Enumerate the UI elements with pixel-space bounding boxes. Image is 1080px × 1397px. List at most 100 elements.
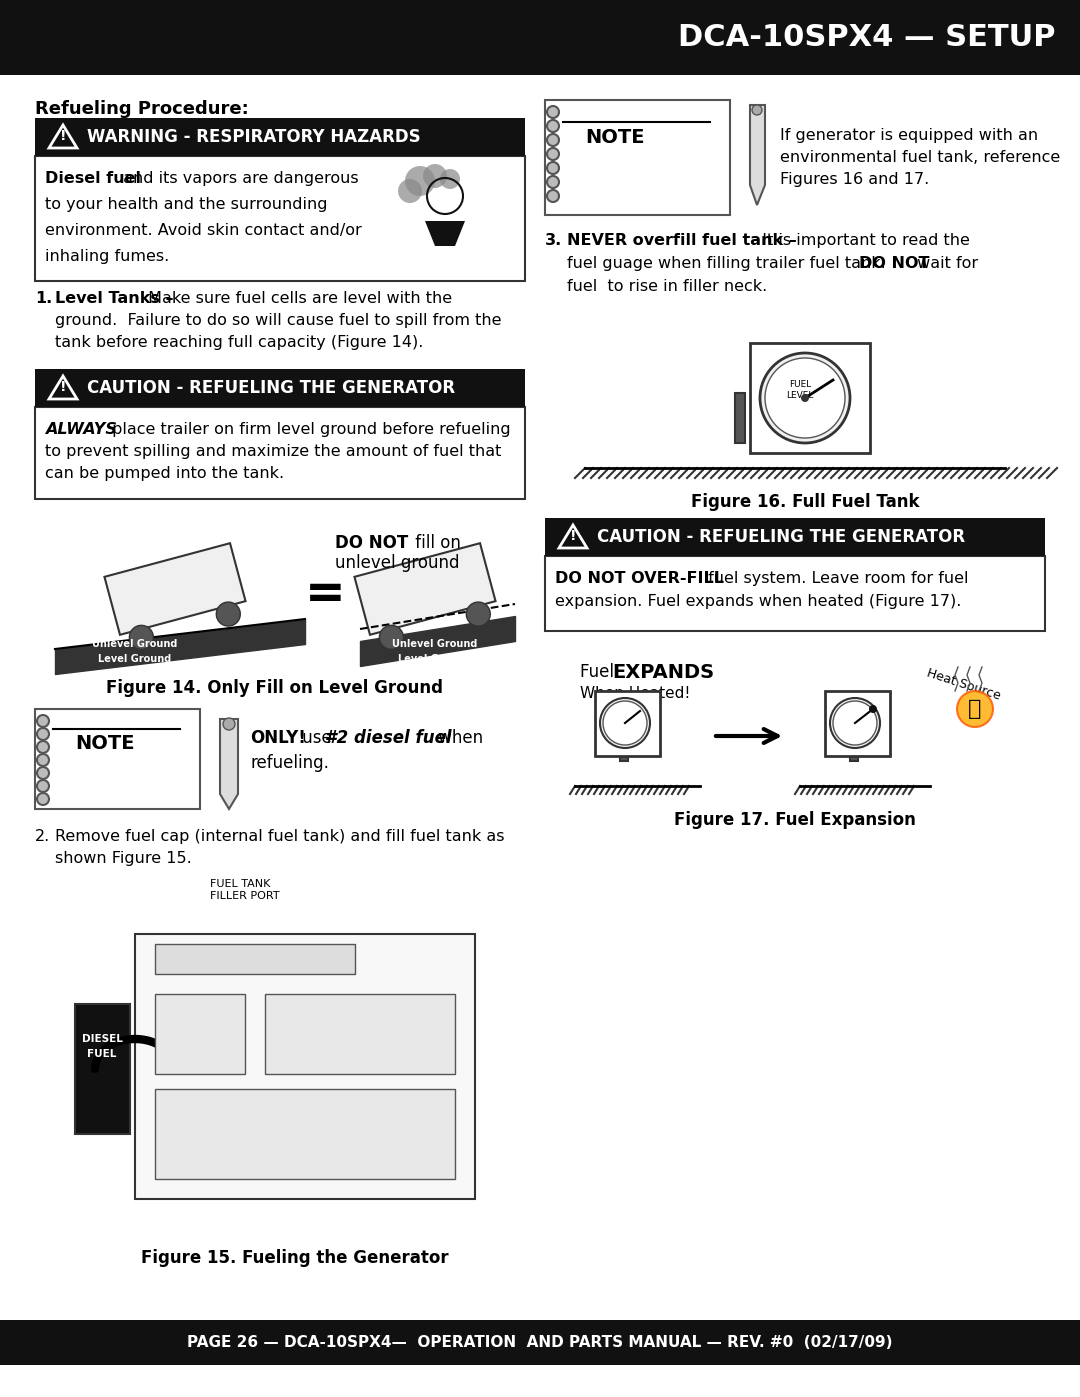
- Text: to your health and the surrounding: to your health and the surrounding: [45, 197, 327, 212]
- Circle shape: [37, 754, 49, 766]
- Text: expansion. Fuel expands when heated (Figure 17).: expansion. Fuel expands when heated (Fig…: [555, 594, 961, 609]
- Circle shape: [405, 166, 435, 196]
- Text: fill on: fill on: [410, 534, 461, 552]
- Text: Figures 16 and 17.: Figures 16 and 17.: [780, 172, 929, 187]
- Circle shape: [222, 718, 235, 731]
- Bar: [35, 156, 525, 281]
- Text: Figure 15. Fueling the Generator: Figure 15. Fueling the Generator: [141, 1249, 449, 1267]
- Text: inhaling fumes.: inhaling fumes.: [45, 249, 170, 264]
- Text: FUEL: FUEL: [87, 1049, 117, 1059]
- Bar: [156, 1090, 455, 1179]
- Circle shape: [765, 358, 845, 439]
- Text: can be pumped into the tank.: can be pumped into the tank.: [45, 467, 284, 481]
- Bar: [545, 101, 730, 215]
- Text: Level Ground: Level Ground: [98, 654, 172, 664]
- Circle shape: [467, 602, 490, 626]
- Circle shape: [801, 394, 809, 402]
- Text: NEVER overfill fuel tank –: NEVER overfill fuel tank –: [567, 233, 797, 249]
- Circle shape: [130, 626, 153, 650]
- Text: !: !: [59, 129, 66, 142]
- Circle shape: [957, 692, 993, 726]
- Text: Unlevel Ground: Unlevel Ground: [392, 638, 477, 650]
- Text: PAGE 26 — DCA-10SPX4—  OPERATION  AND PARTS MANUAL — REV. #0  (02/17/09): PAGE 26 — DCA-10SPX4— OPERATION AND PART…: [187, 1336, 893, 1350]
- Bar: [354, 543, 496, 634]
- Text: Refueling Procedure:: Refueling Procedure:: [35, 101, 248, 117]
- Circle shape: [399, 179, 422, 203]
- Text: WARNING - RESPIRATORY HAZARDS: WARNING - RESPIRATORY HAZARDS: [87, 129, 420, 147]
- Text: and its vapors are dangerous: and its vapors are dangerous: [118, 170, 359, 186]
- Text: Remove fuel cap (internal fuel tank) and fill fuel tank as: Remove fuel cap (internal fuel tank) and…: [55, 828, 504, 844]
- Text: CAUTION - REFUELING THE GENERATOR: CAUTION - REFUELING THE GENERATOR: [597, 528, 966, 546]
- Text: NOTE: NOTE: [585, 129, 645, 147]
- Circle shape: [37, 780, 49, 792]
- Text: When Heated!: When Heated!: [580, 686, 690, 701]
- Polygon shape: [49, 124, 77, 148]
- Bar: [35, 117, 525, 156]
- Bar: [620, 733, 627, 761]
- Bar: [545, 556, 1045, 631]
- Text: environmental fuel tank, reference: environmental fuel tank, reference: [780, 149, 1061, 165]
- Polygon shape: [750, 105, 765, 205]
- Text: =: =: [305, 570, 346, 617]
- Bar: [735, 393, 745, 443]
- Text: shown Figure 15.: shown Figure 15.: [55, 851, 192, 866]
- Text: Make sure fuel cells are level with the: Make sure fuel cells are level with the: [143, 291, 453, 306]
- Circle shape: [37, 715, 49, 726]
- Bar: [850, 733, 858, 761]
- Text: If generator is equipped with an: If generator is equipped with an: [780, 129, 1038, 142]
- Bar: [750, 344, 870, 453]
- Circle shape: [752, 105, 762, 115]
- Text: DO NOT OVER-FILL: DO NOT OVER-FILL: [555, 571, 724, 585]
- Bar: [35, 407, 525, 499]
- Circle shape: [603, 701, 647, 745]
- Text: !: !: [59, 380, 66, 394]
- Text: 1.: 1.: [35, 291, 52, 306]
- Bar: [35, 710, 200, 809]
- Text: fuel system. Leave room for fuel: fuel system. Leave room for fuel: [703, 571, 969, 585]
- Circle shape: [869, 705, 877, 712]
- Circle shape: [546, 148, 559, 161]
- Text: Unlevel Ground: Unlevel Ground: [92, 638, 178, 650]
- Text: Figure 14. Only Fill on Level Ground: Figure 14. Only Fill on Level Ground: [107, 679, 444, 697]
- Bar: [105, 543, 245, 634]
- Circle shape: [546, 162, 559, 175]
- Circle shape: [546, 106, 559, 117]
- Text: when: when: [433, 729, 483, 747]
- Circle shape: [379, 626, 403, 650]
- Text: tank before reaching full capacity (Figure 14).: tank before reaching full capacity (Figu…: [55, 335, 423, 351]
- Text: Figure 17. Fuel Expansion: Figure 17. Fuel Expansion: [674, 812, 916, 828]
- Circle shape: [831, 698, 880, 747]
- Text: Figure 16. Full Fuel Tank: Figure 16. Full Fuel Tank: [691, 493, 919, 511]
- Circle shape: [216, 602, 241, 626]
- Circle shape: [37, 767, 49, 780]
- Text: DO NOT: DO NOT: [859, 256, 930, 271]
- Text: #2 diesel fuel: #2 diesel fuel: [325, 729, 451, 747]
- Text: Heat Source: Heat Source: [924, 666, 1002, 703]
- Text: 3.: 3.: [545, 233, 563, 249]
- Bar: [35, 369, 525, 407]
- Text: It is important to read the: It is important to read the: [752, 233, 970, 249]
- Text: Level Ground: Level Ground: [399, 654, 472, 664]
- Circle shape: [440, 169, 460, 189]
- Circle shape: [546, 190, 559, 203]
- Circle shape: [423, 163, 447, 189]
- Circle shape: [546, 134, 559, 147]
- Text: FILLER PORT: FILLER PORT: [210, 891, 280, 901]
- Text: EXPANDS: EXPANDS: [612, 664, 714, 682]
- Circle shape: [833, 701, 877, 745]
- Circle shape: [600, 698, 650, 747]
- Polygon shape: [220, 719, 238, 809]
- Text: DIESEL: DIESEL: [82, 1034, 122, 1044]
- Polygon shape: [559, 525, 588, 548]
- Text: FUEL TANK: FUEL TANK: [210, 879, 270, 888]
- Text: ALWAYS: ALWAYS: [45, 422, 117, 437]
- Text: ground.  Failure to do so will cause fuel to spill from the: ground. Failure to do so will cause fuel…: [55, 313, 501, 328]
- Circle shape: [37, 793, 49, 805]
- Bar: [75, 1004, 130, 1134]
- Bar: [0, 0, 1080, 75]
- Text: use: use: [297, 729, 337, 747]
- Text: wait for: wait for: [912, 256, 978, 271]
- Text: environment. Avoid skin contact and/or: environment. Avoid skin contact and/or: [45, 224, 362, 237]
- Bar: [595, 692, 660, 756]
- Bar: [545, 518, 1045, 556]
